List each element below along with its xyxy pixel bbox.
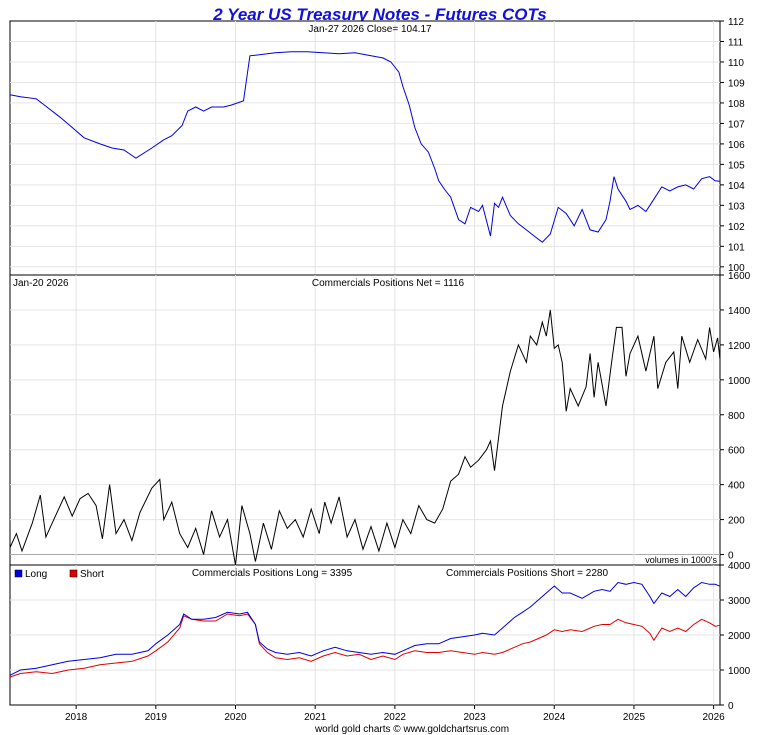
y-tick-label: 103	[728, 201, 745, 212]
y-tick-label: 2000	[728, 631, 751, 642]
price-gridlines	[10, 21, 720, 275]
net-panel-frame	[9, 274, 721, 566]
y-tick-label: 106	[728, 140, 745, 151]
net-info-label: Commercials Positions Net = 1116	[312, 278, 465, 289]
short-line	[9, 613, 721, 678]
net-gridlines	[10, 275, 720, 565]
x-tick-label: 2024	[543, 712, 566, 723]
price-info-label: Jan-27 2026 Close= 104.17	[308, 24, 432, 35]
long-short-y-axis: 0 1000 2000 3000 4000	[720, 561, 751, 712]
y-tick-label: 104	[728, 181, 745, 192]
chart-title: 2 Year US Treasury Notes - Futures COTs	[212, 5, 547, 24]
legend-long-label: Long	[25, 569, 47, 580]
y-tick-label: 1200	[728, 341, 751, 352]
y-tick-label: 101	[728, 242, 745, 253]
y-tick-label: 110	[728, 58, 744, 69]
y-tick-label: 200	[728, 516, 745, 527]
net-date-label: Jan-20 2026	[13, 278, 69, 289]
legend-long-swatch	[14, 569, 23, 578]
volumes-note: volumes in 1000's	[645, 555, 717, 565]
legend-short-label: Short	[80, 569, 104, 580]
long-info-label: Commercials Positions Long = 3395	[192, 568, 353, 579]
x-tick-label: 2021	[304, 712, 327, 723]
y-tick-label: 1000	[728, 376, 751, 387]
net-line	[9, 309, 721, 566]
y-tick-label: 600	[728, 446, 745, 457]
x-tick-label: 2025	[623, 712, 646, 723]
legend-short-swatch	[69, 569, 78, 578]
y-tick-label: 1600	[728, 271, 751, 282]
y-tick-label: 1400	[728, 306, 751, 317]
x-axis: 2018 2019 2020 2021 2022 2023 2024 2025 2026	[65, 705, 725, 723]
price-y-axis: 100 101 102 103 104 105 106 107 108 109 110 111 112	[720, 17, 745, 274]
y-tick-label: 112	[728, 17, 744, 28]
x-tick-label: 2018	[65, 712, 88, 723]
price-panel-frame	[9, 20, 721, 276]
y-tick-label: 1000	[728, 666, 751, 677]
long-short-panel: 0 1000 2000 3000 4000 Long Short Commercials…	[9, 561, 751, 712]
y-tick-label: 108	[728, 99, 745, 110]
y-tick-label: 102	[728, 222, 745, 233]
y-tick-label: 111	[728, 37, 744, 48]
y-tick-label: 105	[728, 160, 745, 171]
price-panel: 100101102103104105106107108109110111112 …	[9, 17, 745, 276]
y-tick-label: 0	[728, 701, 734, 712]
x-tick-label: 2019	[145, 712, 168, 723]
long-line	[9, 581, 721, 676]
y-tick-label: 400	[728, 481, 745, 492]
footer-credit: world gold charts © www.goldchartsrus.co…	[314, 724, 509, 735]
y-tick-label: 800	[728, 411, 745, 422]
y-tick-label: 4000	[728, 561, 751, 572]
net-panel: 0 200 400 600 800 1000 1200 1400 1600 Jan-20 202…	[9, 271, 751, 566]
y-tick-label: 100	[728, 263, 745, 274]
x-tick-label: 2022	[384, 712, 407, 723]
x-tick-label: 2023	[463, 712, 486, 723]
price-line	[9, 51, 721, 243]
x-tick-label: 2020	[224, 712, 247, 723]
y-tick-label: 109	[728, 78, 745, 89]
x-tick-label: 2026	[703, 712, 726, 723]
y-tick-label: 107	[728, 119, 745, 130]
short-info-label: Commercials Positions Short = 2280	[446, 568, 608, 579]
y-tick-label: 3000	[728, 596, 751, 607]
y-tick-label: 0	[728, 551, 734, 562]
net-y-axis: 0 200 400 600 800 1000 1200 1400 1600	[720, 271, 751, 562]
